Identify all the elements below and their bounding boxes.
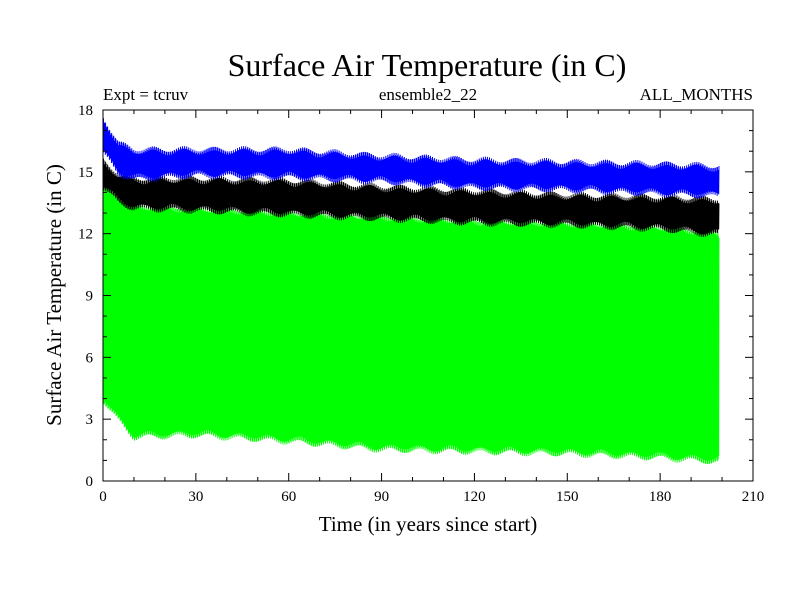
subtitle-center: ensemble2_22	[379, 85, 477, 104]
y-tick-label: 3	[86, 412, 94, 428]
y-tick-label: 6	[86, 350, 94, 366]
x-axis: 0 30 60 90 120 150 180 210	[99, 110, 764, 505]
chart-title: Surface Air Temperature (in C)	[228, 47, 627, 83]
x-tick-label: 120	[463, 489, 486, 505]
series-line-3	[102, 118, 720, 199]
x-tick-label: 210	[742, 489, 765, 505]
y-tick-label: 9	[86, 289, 94, 305]
x-tick-label: 30	[188, 489, 203, 505]
subtitle-right: ALL_MONTHS	[640, 85, 753, 104]
x-tick-label: 180	[649, 489, 672, 505]
y-tick-label: 15	[78, 165, 93, 181]
x-tick-label: 60	[281, 489, 296, 505]
plot-series	[102, 118, 720, 465]
y-axis-label: Surface Air Temperature (in C)	[42, 164, 66, 426]
series-line-2	[102, 158, 720, 238]
x-axis-label: Time (in years since start)	[319, 512, 538, 536]
y-tick-label: 0	[86, 474, 94, 490]
y-axis: 0 3 6 9 12 15 18	[78, 103, 753, 490]
x-tick-label: 90	[374, 489, 389, 505]
subtitle-left: Expt = tcruv	[103, 85, 189, 104]
y-tick-label: 12	[78, 227, 93, 243]
x-tick-label: 0	[99, 489, 107, 505]
x-tick-label: 150	[556, 489, 579, 505]
y-tick-label: 18	[78, 103, 93, 119]
